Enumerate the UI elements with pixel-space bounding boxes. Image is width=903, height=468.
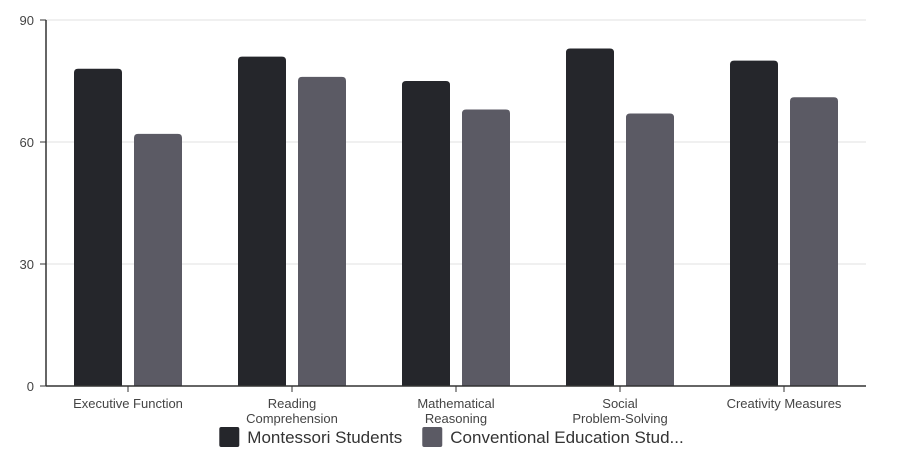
y-tick-label: 60 — [20, 135, 34, 150]
bar-conventional — [790, 97, 838, 387]
x-axis-ticks: Executive Function Reading Comprehension Ma… — [73, 386, 842, 426]
bar-conventional — [462, 109, 510, 386]
bar-montessori — [566, 48, 614, 386]
y-tick-label: 0 — [27, 379, 34, 394]
gridlines — [46, 19, 866, 265]
legend-item[interactable]: Conventional Education Stud... — [422, 427, 684, 447]
legend-item[interactable]: Montessori Students — [219, 427, 402, 447]
bar-conventional — [626, 113, 674, 387]
x-tick-label-line: Executive Function — [73, 396, 183, 411]
x-tick-label-line: Comprehension — [246, 411, 338, 426]
bar-montessori — [74, 68, 122, 387]
x-tick-label: Reading Comprehension — [246, 396, 338, 426]
x-tick-label: Mathematical Reasoning — [417, 396, 494, 426]
x-tick-label: Social Problem-Solving — [572, 396, 667, 426]
legend-swatch — [219, 427, 240, 447]
x-tick-label-line: Reading — [268, 396, 316, 411]
legend-label: Conventional Education Stud... — [450, 428, 683, 447]
y-axis-ticks: 0 30 60 90 — [20, 13, 46, 394]
x-tick-label-line: Mathematical — [417, 396, 494, 411]
x-tick-label-line: Social — [602, 396, 638, 411]
legend-swatch — [422, 427, 443, 447]
bar-conventional — [298, 76, 346, 386]
y-tick-label: 30 — [20, 257, 34, 272]
x-tick-label: Creativity Measures — [727, 396, 842, 411]
bar-montessori — [730, 60, 778, 387]
bars — [74, 48, 838, 387]
bar-montessori — [402, 81, 450, 386]
x-tick-label-line: Problem-Solving — [572, 411, 667, 426]
bar-conventional — [134, 133, 182, 386]
x-tick-label-line: Creativity Measures — [727, 396, 842, 411]
y-tick-label: 90 — [20, 13, 34, 28]
legend[interactable]: Montessori Students Conventional Educatio… — [219, 427, 684, 447]
x-tick-label-line: Reasoning — [425, 411, 487, 426]
bar-montessori — [238, 56, 286, 386]
legend-label: Montessori Students — [247, 428, 402, 447]
x-tick-label: Executive Function — [73, 396, 183, 411]
